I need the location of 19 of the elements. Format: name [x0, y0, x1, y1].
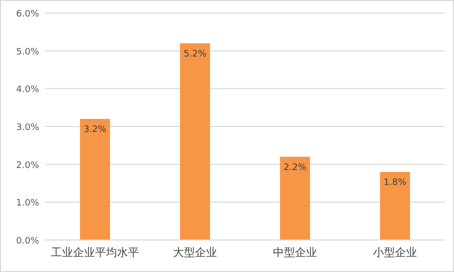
- x-tick-label: 大型企业: [173, 246, 217, 259]
- y-tick-label: 0.0%: [16, 236, 40, 246]
- y-tick-label: 4.0%: [16, 85, 40, 96]
- data-label: 1.8%: [384, 178, 407, 188]
- bar: [280, 156, 310, 240]
- bar: [380, 172, 410, 240]
- y-tick-label: 3.0%: [16, 123, 40, 133]
- data-label: 2.2%: [284, 162, 307, 173]
- bar: [80, 118, 110, 240]
- bar: [180, 43, 210, 240]
- x-tick-label: 小型企业: [373, 246, 417, 259]
- data-label: 5.2%: [184, 49, 207, 60]
- y-tick-label: 6.0%: [16, 10, 40, 20]
- y-tick-label: 5.0%: [16, 47, 40, 58]
- y-tick-label: 2.0%: [16, 160, 40, 171]
- x-tick-label: 工业企业平均水平: [51, 246, 139, 259]
- y-tick-label: 1.0%: [16, 198, 40, 209]
- data-label: 3.2%: [84, 124, 107, 135]
- x-tick-label: 中型企业: [273, 246, 317, 259]
